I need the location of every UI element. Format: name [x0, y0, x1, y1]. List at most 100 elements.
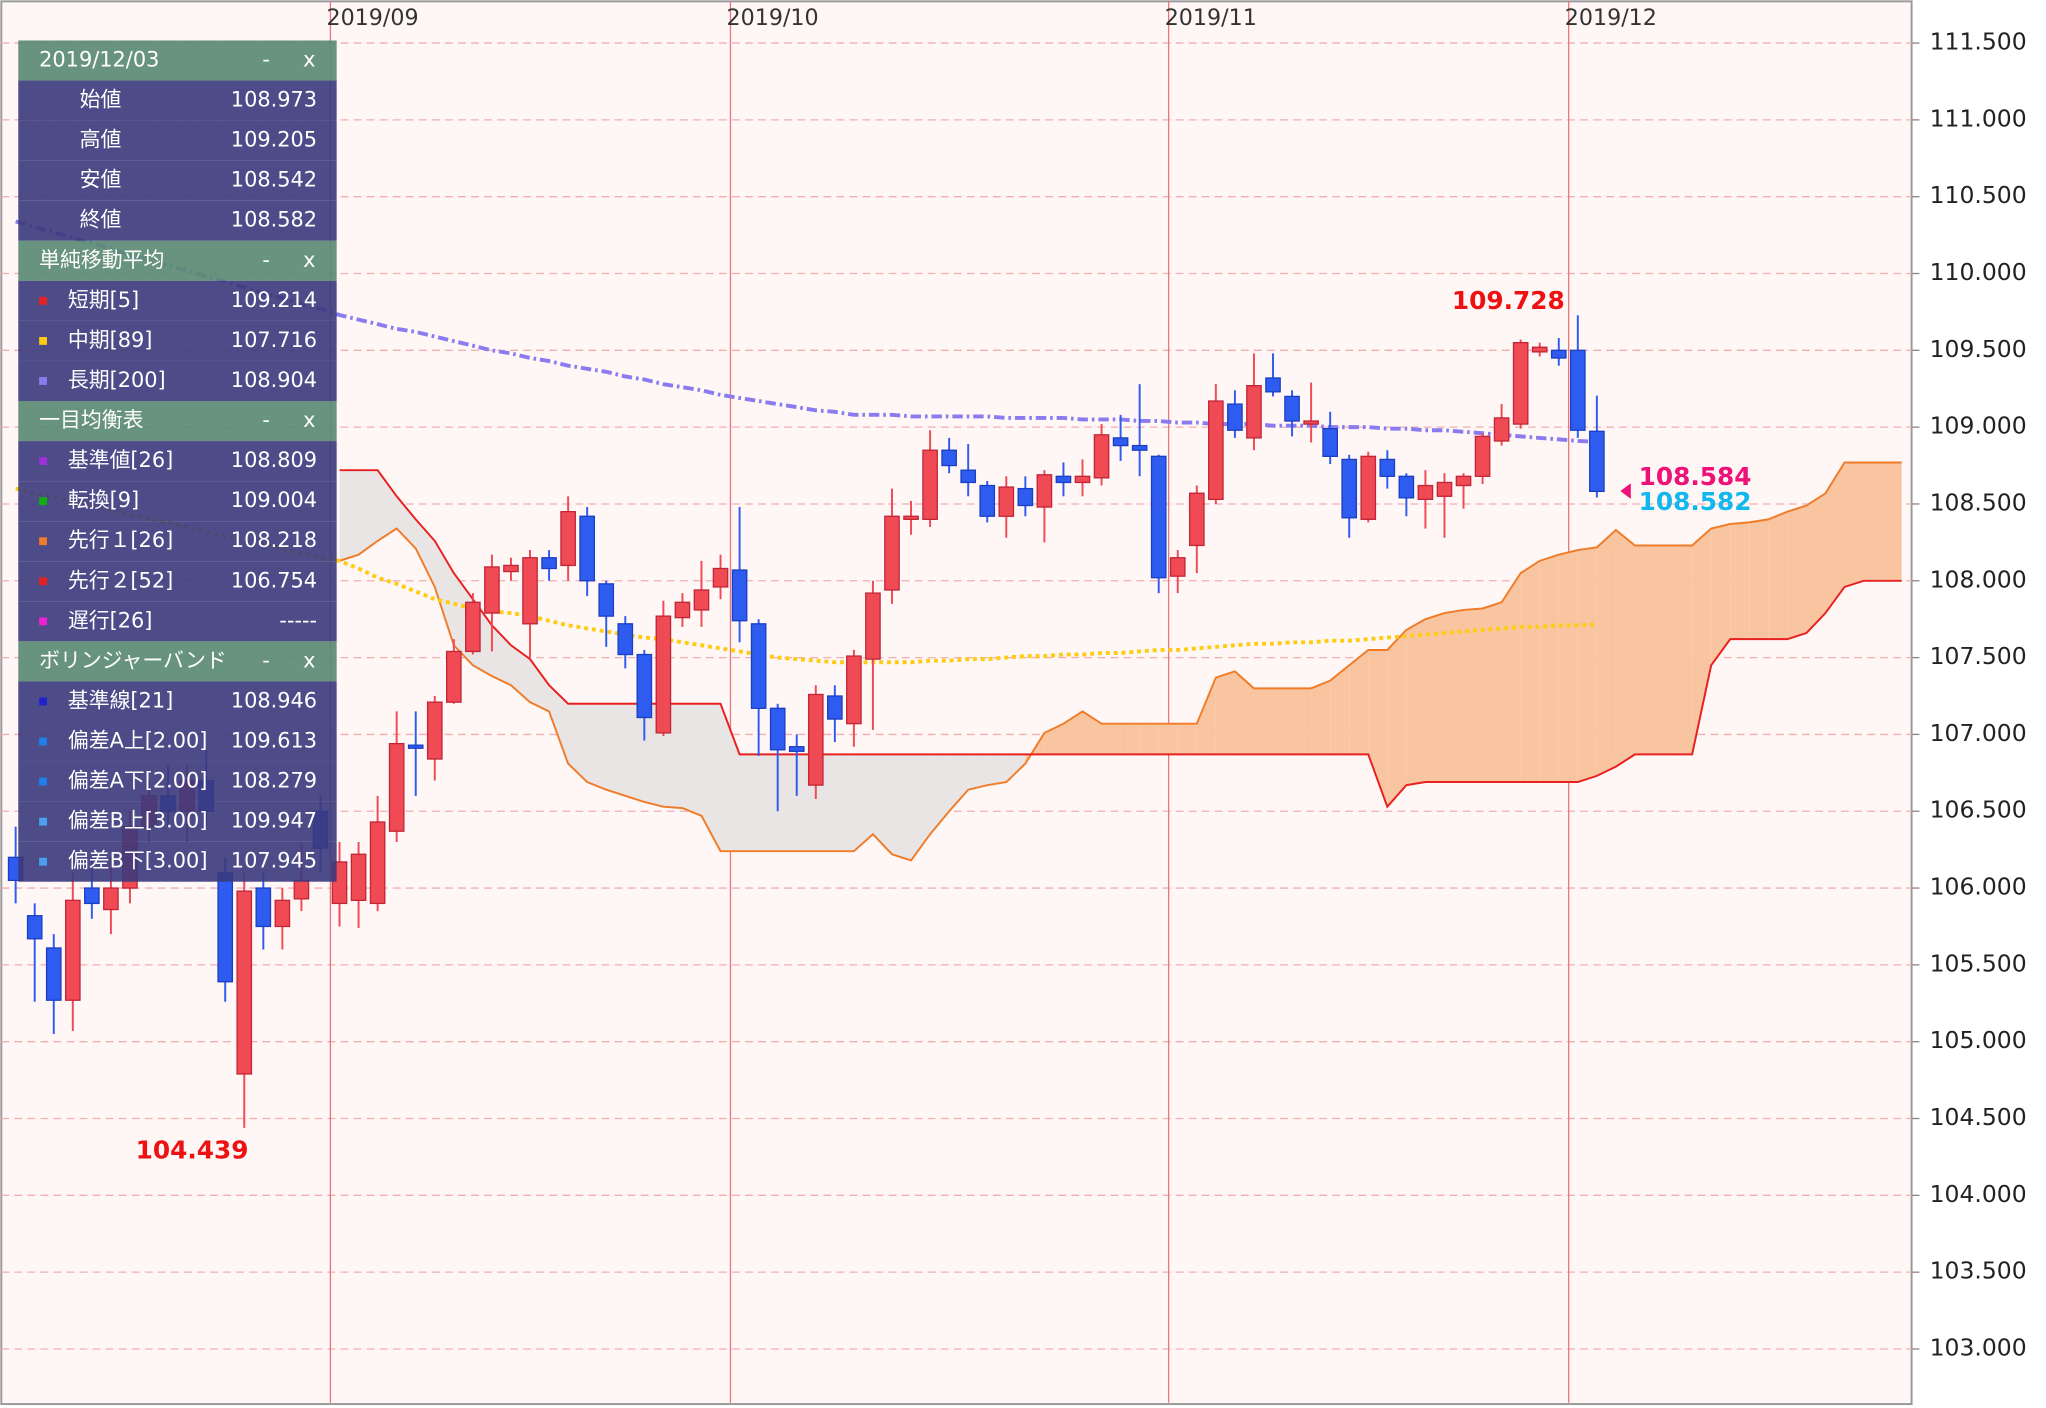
candle-body — [1493, 417, 1510, 442]
candle-body — [26, 915, 43, 940]
cloud-fill — [720, 703, 740, 852]
y-tick-label: 109.500 — [1930, 335, 2027, 363]
candle-body — [1589, 430, 1605, 493]
y-tick-label: 106.000 — [1930, 873, 2027, 901]
candle-body — [274, 899, 291, 928]
cloud-fill — [1006, 754, 1026, 783]
close-button[interactable]: x — [303, 408, 315, 432]
cloud-fill — [968, 754, 988, 790]
cloud-fill — [568, 703, 588, 783]
cloud-fill — [1844, 462, 1864, 587]
cloud-fill — [606, 703, 626, 796]
cloud-fill — [1539, 554, 1559, 783]
row-label: 偏差B下[3.00] — [68, 849, 208, 873]
row-label: 遅行[26] — [68, 608, 153, 632]
minimize-button[interactable]: - — [262, 48, 270, 72]
cloud-fill — [1425, 613, 1445, 783]
candle-body — [960, 469, 977, 484]
y-tick-label: 105.000 — [1930, 1026, 2027, 1054]
cloud-fill — [587, 703, 607, 790]
panel-row — [18, 801, 337, 842]
leading-span-2 — [339, 469, 1902, 809]
cloud-fill — [1558, 550, 1578, 783]
cloud-fill — [358, 470, 378, 555]
candle-body — [788, 746, 805, 752]
y-tick-label: 103.500 — [1930, 1257, 2027, 1285]
cloud-fill — [872, 754, 892, 855]
close-button[interactable]: x — [303, 48, 315, 72]
cloud-fill — [949, 754, 969, 812]
panel-header — [18, 40, 337, 81]
candle-body — [1055, 475, 1072, 484]
cloud-fill — [1139, 723, 1159, 755]
cloud-fill — [491, 625, 511, 686]
panel-row — [18, 360, 337, 402]
row-marker — [39, 857, 47, 866]
panel-row — [18, 601, 337, 642]
candle-body — [1093, 434, 1110, 479]
y-tick-label: 111.000 — [1930, 104, 2027, 132]
info-panel: 2019/12/03 - x 始値 108.973 高値 109.205 安値 108.542 終… — [18, 40, 337, 882]
cloud-fill — [1215, 671, 1235, 755]
panel-row — [18, 561, 337, 602]
cloud-fill — [1330, 665, 1350, 755]
candle-body — [731, 569, 748, 622]
leading-span-1 — [339, 461, 1902, 862]
cloud-fill — [1501, 573, 1521, 783]
cloud-fill — [1806, 493, 1826, 634]
row-label: 基準線[21] — [68, 688, 173, 712]
candle-body — [255, 887, 272, 928]
price-marker: 108.582 — [1639, 487, 1752, 516]
candle-body — [1474, 435, 1491, 477]
cloud-fill — [1711, 523, 1731, 666]
candle-body — [45, 947, 62, 1001]
minimize-button[interactable]: - — [262, 648, 270, 672]
close-button[interactable]: x — [303, 648, 315, 672]
candle-body — [865, 592, 881, 660]
panel-row — [18, 761, 337, 802]
label-layer: 103.000 103.500 104.000 104.500 105.000 105.5… — [136, 5, 2027, 1362]
candle-body — [655, 615, 672, 734]
price-marker: 108.584 — [1639, 462, 1752, 491]
candle-body — [1322, 428, 1338, 457]
cloud-fill — [1253, 688, 1274, 755]
cloud-fill — [930, 754, 950, 835]
minimize-button[interactable]: - — [262, 408, 270, 432]
candle-body — [293, 879, 310, 900]
candle-body — [1227, 403, 1243, 431]
cloud-fill — [1273, 688, 1293, 755]
y-tick-label: 106.500 — [1930, 796, 2027, 824]
candle-body — [1265, 377, 1281, 393]
panel-header — [18, 641, 337, 682]
row-marker — [39, 497, 47, 506]
close-button[interactable]: x — [303, 248, 315, 272]
candle-body — [617, 623, 634, 656]
cloud-layer — [339, 461, 1902, 862]
moving-average — [15, 486, 1597, 665]
candle-body — [465, 601, 481, 653]
row-marker — [39, 296, 47, 305]
candle-body — [217, 872, 234, 983]
cloud-fill — [1063, 711, 1083, 755]
row-value: 109.613 — [231, 729, 317, 753]
candle-body — [1417, 484, 1434, 501]
row-marker — [39, 537, 47, 546]
candle-body — [1188, 492, 1205, 547]
row-marker — [39, 737, 47, 746]
cloud-fill — [1196, 677, 1216, 755]
candle-body — [1131, 444, 1148, 451]
candle-body — [922, 449, 938, 520]
cloud-fill — [1654, 545, 1674, 755]
candle-body — [674, 601, 691, 619]
candle-body — [1284, 395, 1300, 422]
minimize-button[interactable]: - — [262, 248, 270, 272]
row-value: 106.754 — [231, 568, 317, 592]
cloud-fill — [777, 754, 797, 852]
candle-body — [1150, 455, 1167, 579]
row-value: 108.973 — [231, 88, 317, 112]
cloud-fill — [1520, 560, 1540, 783]
candle-body — [750, 623, 767, 709]
candle-body — [1550, 349, 1567, 359]
cloud-fill — [1863, 462, 1883, 581]
